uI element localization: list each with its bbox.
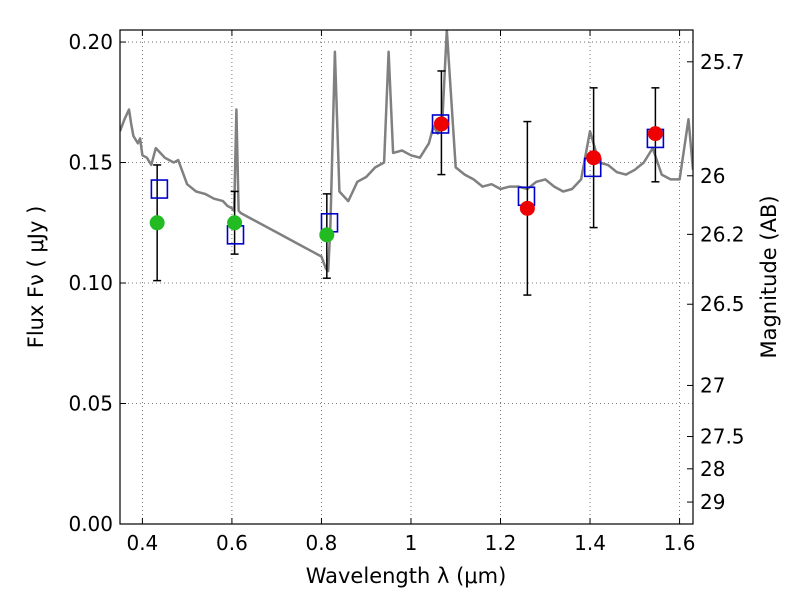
x-tick-label: 1 — [405, 531, 418, 555]
x-tick-label: 1.2 — [485, 531, 517, 555]
x-tick-label: 0.6 — [216, 531, 248, 555]
y2-tick-label: 26.2 — [700, 222, 745, 246]
y2-tick-label: 27.5 — [700, 425, 745, 449]
y-tick-label: 0.00 — [68, 512, 113, 536]
data-layer — [120, 30, 693, 296]
y2-tick-label: 26.5 — [700, 292, 745, 316]
nir-photometry-point — [433, 116, 449, 132]
y-tick-label: 0.15 — [68, 151, 113, 175]
optical-photometry-point — [319, 227, 335, 243]
nir-photometry-point — [519, 200, 535, 216]
y2-tick-label: 28 — [700, 457, 725, 481]
grid — [120, 30, 693, 525]
y-axis-label: Flux Fν ( μJy ) — [24, 206, 48, 349]
x-tick-label: 0.4 — [126, 531, 158, 555]
y-tick-label: 0.20 — [68, 30, 113, 54]
y2-tick-label: 25.7 — [700, 50, 745, 74]
x-tick-label: 0.8 — [306, 531, 338, 555]
template-spectrum-line — [120, 30, 693, 273]
y2-tick-label: 29 — [700, 490, 725, 514]
nir-photometry-point — [647, 126, 663, 142]
y2-tick-label: 27 — [700, 373, 725, 397]
axes: 0.4 0.6 0.8 1 1.2 1.4 1.6 0.00 0.05 0.10 0.15 0.20 2… — [68, 30, 745, 555]
optical-photometry-point — [227, 215, 243, 231]
y-tick-label: 0.05 — [68, 392, 113, 416]
y2-tick-label: 26 — [700, 164, 725, 188]
y2-axis-label: Magnitude (AB) — [757, 195, 781, 358]
x-tick-label: 1.4 — [574, 531, 606, 555]
plot-frame — [119, 29, 694, 525]
x-tick-label: 1.6 — [664, 531, 696, 555]
nir-photometry-point — [586, 150, 602, 166]
x-axis-label: Wavelength λ (μm) — [306, 564, 507, 588]
model-square-point — [150, 179, 169, 199]
optical-photometry-point — [149, 215, 165, 231]
y-tick-label: 0.10 — [68, 271, 113, 295]
